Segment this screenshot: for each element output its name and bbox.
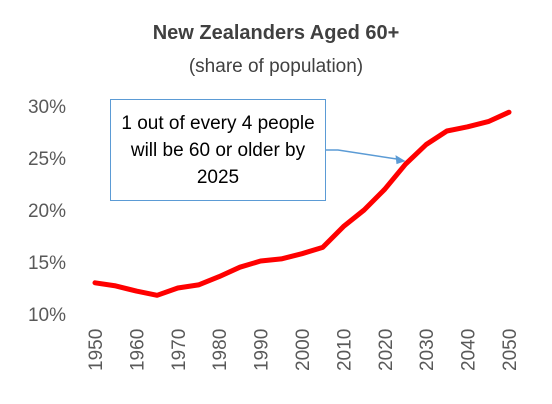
y-tick-label: 10%: [28, 305, 66, 326]
x-tick-label: 2030: [417, 329, 438, 371]
chart-subtitle: (share of population): [188, 56, 364, 77]
x-axis: 1950 1960 1970 1980 1990 2000 2010 2020 2030 2040…: [86, 329, 521, 371]
annotation-box: 1 out of every 4 people will be 60 or ol…: [110, 99, 326, 201]
x-tick-label: 1960: [127, 329, 148, 371]
x-tick-label: 2010: [334, 329, 355, 371]
series-line: [92, 109, 512, 298]
chart-title: New Zealanders Aged 60+: [152, 22, 400, 44]
annotation-arrowhead: [395, 155, 406, 165]
annotation-pointer: [326, 149, 398, 160]
x-tick-label: 1950: [86, 329, 107, 371]
y-tick-label: 25%: [28, 149, 66, 170]
x-tick-label: 2050: [500, 329, 521, 371]
annotation-text: 1 out of every 4 people will be 60 or ol…: [121, 112, 315, 188]
y-tick-label: 15%: [28, 253, 66, 274]
x-tick-label: 2020: [376, 329, 397, 371]
x-tick-label: 2040: [459, 329, 480, 371]
series-layer: [92, 109, 512, 298]
y-tick-label: 30%: [28, 97, 66, 118]
x-tick-label: 2000: [293, 329, 314, 371]
y-axis: 10% 15% 20% 25% 30%: [28, 97, 66, 326]
annotation-layer: [326, 149, 406, 165]
x-tick-label: 1970: [169, 329, 190, 371]
x-tick-label: 1980: [210, 329, 231, 371]
y-tick-label: 20%: [28, 201, 66, 222]
x-tick-label: 1990: [252, 329, 273, 371]
